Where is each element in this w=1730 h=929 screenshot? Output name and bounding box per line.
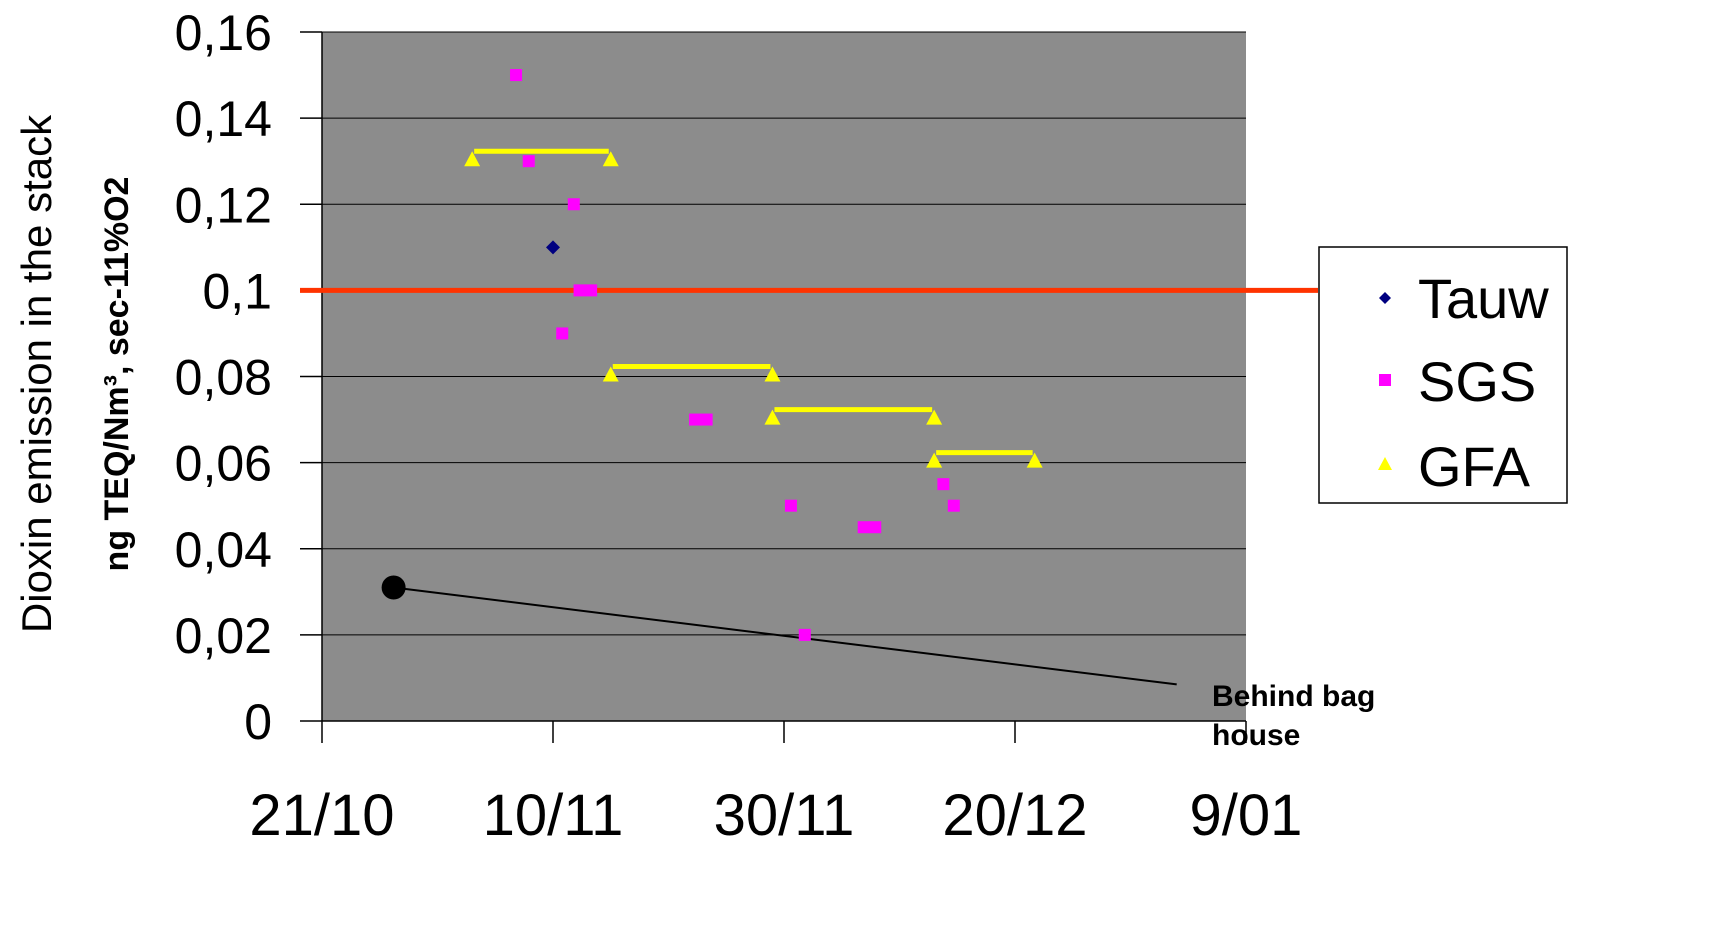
legend-tauw-label: Tauw <box>1418 267 1549 330</box>
gfa-point <box>602 366 619 382</box>
legend: Tauw SGS GFA <box>1318 246 1568 504</box>
sgs-point <box>585 284 598 297</box>
gfa-point <box>926 452 943 468</box>
sgs-point <box>700 413 713 426</box>
gfa-point <box>1026 452 1043 468</box>
gfa-point <box>464 151 481 167</box>
sgs-point <box>869 521 882 534</box>
x-tick-label: 30/11 <box>714 783 855 848</box>
y-axis-label-line2: ng TEQ/Nm³, sec-11%O2 <box>98 177 136 572</box>
y-tick-labels: 0 0,02 0,04 0,06 0,08 0,1 0,12 0,14 0,16 <box>175 5 272 750</box>
x-tick-label: 21/10 <box>249 783 394 848</box>
sgs-point <box>567 198 580 211</box>
annotation-leader-line <box>393 586 1177 686</box>
legend-tauw-marker <box>1379 292 1391 304</box>
gfa-point <box>764 409 781 425</box>
sgs-point <box>798 628 811 641</box>
gfa-point <box>926 409 943 425</box>
axes <box>300 31 1247 743</box>
sgs-point <box>784 499 797 512</box>
y-tick-label: 0,06 <box>175 436 272 492</box>
data-marks <box>300 69 1318 686</box>
gfa-point <box>764 366 781 382</box>
sgs-point <box>857 521 870 534</box>
sgs-point <box>937 478 950 491</box>
legend-sgs-label: SGS <box>1418 350 1536 413</box>
legend-gfa-label: GFA <box>1418 435 1531 498</box>
annotation-line2: house <box>1212 719 1300 752</box>
sgs-point <box>510 69 523 82</box>
legend-sgs-marker <box>1379 374 1391 386</box>
gfa-point <box>602 151 619 167</box>
y-axis-label-line1: Dioxin emission in the stack <box>13 114 60 633</box>
legend-box <box>1318 246 1568 504</box>
y-tick-label: 0,08 <box>175 350 272 406</box>
y-tick-label: 0 <box>244 694 272 750</box>
y-tick-label: 0,1 <box>202 263 272 319</box>
tauw-point <box>546 240 560 255</box>
x-tick-labels: 21/10 10/11 30/11 20/12 9/01 <box>249 783 1302 848</box>
legend-gfa-marker <box>1378 457 1392 470</box>
gridlines <box>322 31 1246 636</box>
sgs-point <box>522 155 535 168</box>
y-tick-label: 0,16 <box>175 5 272 61</box>
x-tick-label: 20/12 <box>942 783 1087 848</box>
sgs-point <box>556 327 569 340</box>
y-tick-label: 0,12 <box>175 177 272 233</box>
y-tick-label: 0,04 <box>175 522 272 578</box>
y-tick-label: 0,14 <box>175 91 272 147</box>
sgs-point <box>947 499 960 512</box>
x-tick-label: 10/11 <box>483 783 624 848</box>
behind-bag-house-point <box>381 575 406 600</box>
annotation: Behind bag house <box>1212 680 1375 752</box>
x-tick-label: 9/01 <box>1190 783 1303 848</box>
annotation-line1: Behind bag <box>1212 680 1375 713</box>
sgs-point <box>573 284 586 297</box>
y-tick-label: 0,02 <box>175 608 272 664</box>
sgs-point <box>689 413 702 426</box>
